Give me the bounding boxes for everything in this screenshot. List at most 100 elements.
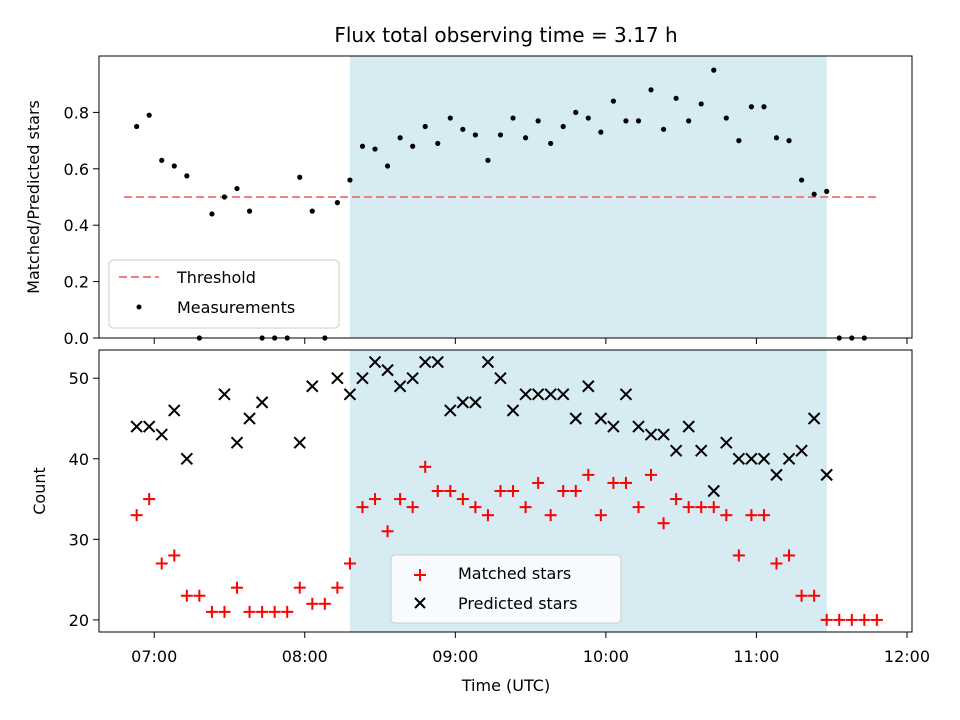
count-legend: Matched stars Predicted stars — [390, 554, 622, 624]
legend-measurement-label: Measurements — [177, 298, 295, 317]
measurement-point — [422, 123, 428, 130]
count-ytick-label: 50 — [69, 369, 89, 388]
matched-star-point — [569, 485, 582, 497]
predicted-star-point — [557, 388, 570, 401]
legend-predicted-label: Predicted stars — [458, 594, 578, 613]
predicted-star-point — [331, 371, 344, 385]
matched-star-point — [494, 485, 507, 497]
matched-star-point — [720, 509, 733, 522]
matched-star-point — [732, 549, 745, 562]
predicted-star-point — [393, 380, 407, 393]
count-xtick-label: 12:00 — [884, 647, 930, 666]
matched-star-point — [193, 589, 206, 602]
predicted-star-point — [418, 355, 432, 369]
legend-measurement-swatch — [136, 304, 142, 310]
predicted-star-point — [770, 468, 783, 482]
predicted-star-point — [481, 355, 495, 369]
measurement-point — [673, 95, 679, 101]
measurement-point — [209, 211, 215, 217]
measurement-point — [660, 126, 667, 132]
count-xtick-label: 08:00 — [282, 647, 328, 666]
count-ytick-label: 30 — [69, 530, 89, 549]
measurement-point — [811, 191, 817, 197]
matched-star-point — [168, 549, 181, 562]
measurement-point — [146, 112, 152, 118]
count-xtick-label: 07:00 — [131, 647, 177, 666]
predicted-star-point — [669, 444, 683, 457]
predicted-star-point — [306, 380, 319, 393]
predicted-star-point — [632, 420, 645, 433]
predicted-star-point — [594, 412, 608, 425]
predicted-star-point — [168, 404, 181, 417]
predicted-star-point — [456, 396, 470, 409]
matched-star-point — [532, 476, 545, 489]
predicted-star-point — [607, 420, 620, 433]
matched-star-point — [783, 549, 796, 562]
measurement-point — [246, 208, 253, 214]
measurement-point — [761, 104, 767, 110]
predicted-star-point — [757, 452, 771, 465]
measurement-point — [522, 135, 529, 141]
measurement-point — [711, 67, 717, 73]
measurement-point — [585, 115, 591, 121]
ratio-legend: Threshold Measurements — [108, 259, 340, 329]
measurement-point — [824, 188, 830, 194]
predicted-star-point — [218, 388, 231, 401]
measurement-point — [798, 177, 805, 183]
predicted-star-point — [155, 428, 168, 441]
matched-star-point — [155, 557, 168, 570]
matched-star-point — [833, 613, 846, 626]
predicted-star-point — [569, 412, 582, 425]
predicted-star-point — [707, 484, 720, 498]
measurement-point — [510, 115, 516, 121]
count-ytick-label: 20 — [69, 611, 89, 630]
measurement-point — [623, 118, 629, 124]
predicted-star-point — [243, 412, 256, 425]
count-ytick-label: 40 — [69, 450, 89, 469]
measurement-point — [410, 143, 416, 149]
measurement-point — [573, 109, 579, 115]
measurement-point — [184, 173, 190, 179]
matched-star-point — [544, 509, 557, 522]
predicted-star-point — [720, 436, 733, 449]
matched-star-point — [256, 605, 269, 618]
matched-star-point — [243, 605, 256, 618]
matched-star-point — [632, 501, 645, 514]
matched-star-point — [820, 613, 833, 626]
count-ylabel: Count — [30, 467, 49, 515]
predicted-star-point — [657, 428, 670, 441]
measurement-point — [347, 177, 353, 183]
measurement-point — [397, 135, 403, 141]
measurement-point — [134, 123, 140, 130]
measurement-point — [447, 115, 453, 121]
measurement-point — [297, 174, 303, 180]
matched-star-point — [381, 525, 394, 538]
predicted-star-point — [381, 363, 394, 377]
predicted-star-point — [732, 452, 746, 465]
measurement-point — [535, 118, 541, 124]
matched-star-point — [858, 613, 871, 626]
measurement-point — [221, 194, 228, 200]
predicted-star-point — [531, 388, 545, 401]
ratio-ytick-label: 0.0 — [64, 329, 89, 348]
predicted-star-point — [619, 388, 633, 401]
predicted-star-point — [745, 452, 758, 465]
matched-star-point — [870, 613, 883, 626]
predicted-star-point — [469, 396, 482, 409]
measurement-point — [598, 129, 604, 135]
measurement-point — [560, 123, 566, 130]
legend-threshold-label: Threshold — [176, 268, 256, 287]
ratio-legend-frame — [108, 259, 340, 329]
matched-star-point — [431, 485, 444, 497]
count-xtick-label: 09:00 — [432, 647, 478, 666]
matched-star-point — [795, 589, 808, 602]
matched-star-point — [519, 501, 532, 514]
measurement-point — [698, 101, 704, 107]
matched-star-point — [406, 501, 419, 514]
measurement-point — [309, 208, 315, 214]
ratio-axes-frame — [98, 55, 913, 339]
count-legend-frame — [390, 554, 622, 624]
measurement-point — [372, 146, 378, 152]
predicted-star-point — [644, 428, 658, 441]
